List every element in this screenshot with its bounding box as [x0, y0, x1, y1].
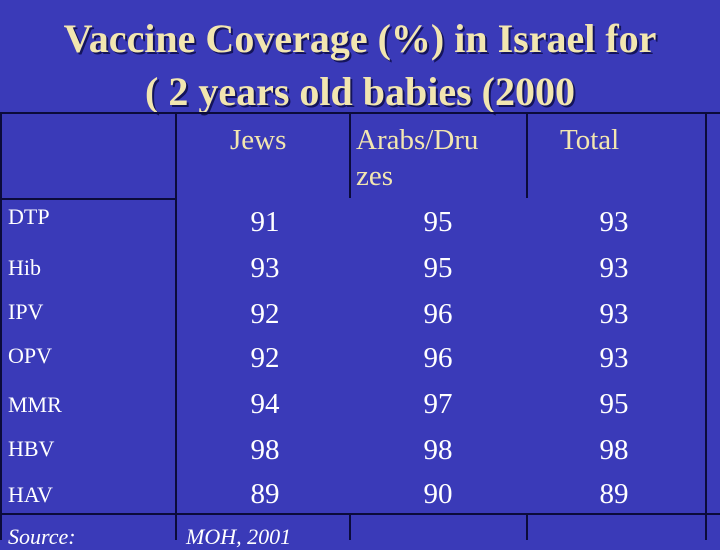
table-border-top	[0, 112, 720, 114]
row-label-mmr: MMR	[8, 392, 62, 417]
row-label-opv: OPV	[8, 343, 53, 368]
coverage-table: Jews Arabs/Dru zes Total DTP Hib IPV OPV…	[0, 112, 720, 549]
cell-ipv-jews: 92	[250, 298, 280, 330]
cell-ipv-total: 93	[599, 298, 629, 330]
row-label-ipv: IPV	[8, 299, 44, 324]
cell-opv-total: 93	[599, 342, 629, 374]
cell-hib-total: 93	[599, 252, 629, 284]
cell-mmr-jews: 94	[250, 388, 280, 420]
cell-dtp-arabs: 95	[423, 206, 453, 238]
cell-hib-arabs: 95	[423, 252, 453, 284]
row-label-hav: HAV	[8, 482, 53, 507]
cell-mmr-arabs: 97	[423, 388, 453, 420]
table-col-divider-footer-2	[526, 513, 528, 540]
cell-hav-arabs: 90	[423, 478, 453, 510]
title-line-2: ( 2 years old babies (2000	[145, 69, 575, 114]
cell-dtp-total: 93	[599, 206, 629, 238]
table-border-left	[0, 112, 2, 540]
footer-source-label: Source:	[8, 524, 76, 549]
row-label-hbv: HBV	[8, 436, 55, 461]
table-col-divider-3	[526, 112, 528, 198]
table-border-right	[705, 112, 707, 540]
cell-opv-jews: 92	[250, 342, 280, 374]
cell-hbv-total: 98	[599, 434, 629, 466]
title-line-1: Vaccine Coverage (%) in Israel for	[63, 16, 657, 61]
cell-hbv-jews: 98	[250, 434, 280, 466]
table-col-divider-1	[175, 112, 177, 540]
table-footer-divider	[0, 513, 720, 515]
row-label-dtp: DTP	[8, 204, 50, 229]
table-col-divider-footer	[349, 513, 351, 540]
cell-mmr-total: 95	[599, 388, 629, 420]
header-jews: Jews	[230, 124, 287, 156]
table-header-divider	[0, 198, 176, 200]
row-label-hib: Hib	[8, 255, 41, 280]
cell-hav-jews: 89	[250, 478, 280, 510]
footer-source-value: MOH, 2001	[186, 524, 292, 549]
cell-dtp-jews: 91	[250, 206, 280, 238]
header-total: Total	[560, 124, 620, 156]
cell-hib-jews: 93	[250, 252, 280, 284]
cell-opv-arabs: 96	[423, 342, 453, 374]
header-arabs-druzes: Arabs/Dru zes	[356, 124, 479, 192]
cell-hbv-arabs: 98	[423, 434, 453, 466]
cell-ipv-arabs: 96	[423, 298, 453, 330]
cell-hav-total: 89	[599, 478, 629, 510]
table-col-divider-2	[349, 112, 351, 198]
